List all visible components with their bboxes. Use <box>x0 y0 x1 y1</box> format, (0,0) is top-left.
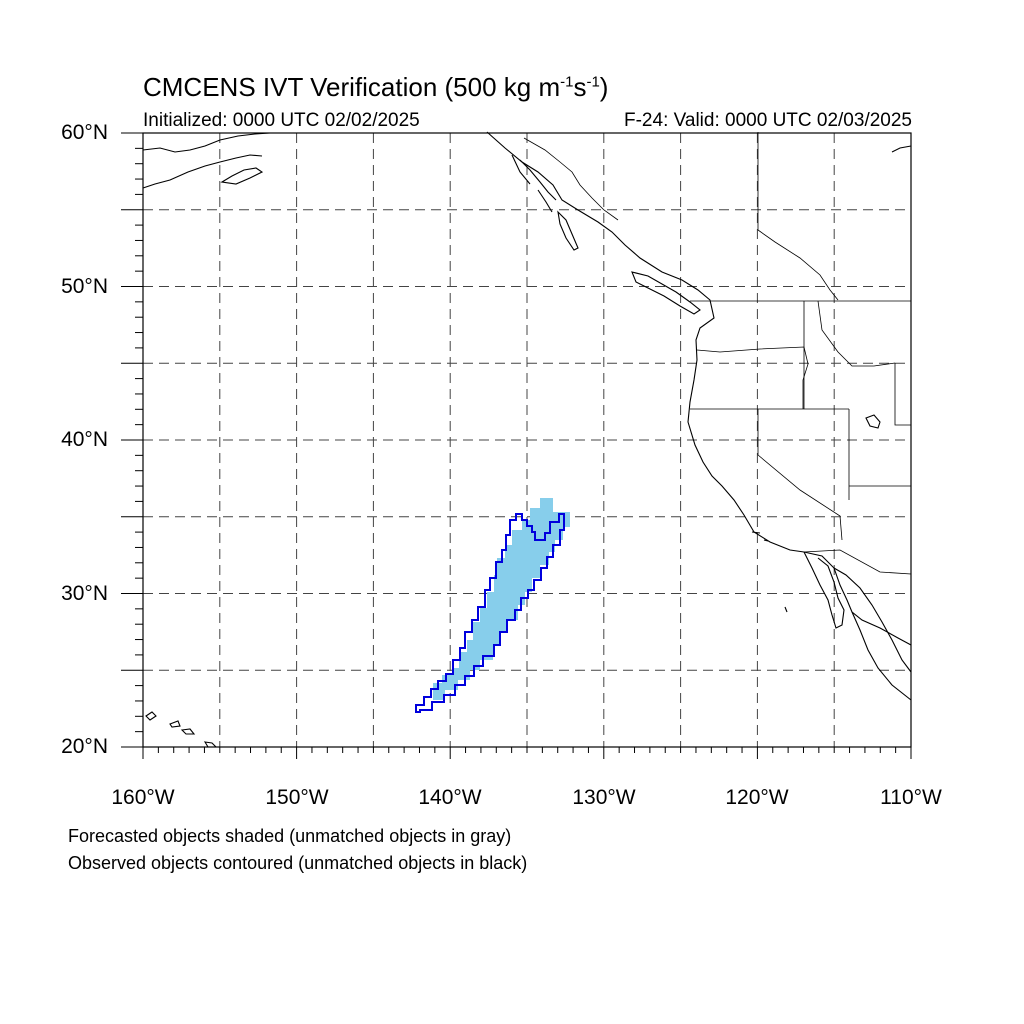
lon-label-150w: 150°W <box>265 786 329 809</box>
observed-object-contour <box>415 513 565 713</box>
lon-label-130w: 130°W <box>572 786 636 809</box>
island-hawaii-2 <box>169 720 181 728</box>
lat-label-30: 30°N <box>61 582 108 605</box>
title-exponent-1: -1 <box>560 73 574 91</box>
coastline-haida-gwaii <box>557 210 579 251</box>
island-hawaii-1 <box>145 711 157 721</box>
coastline-mexico-south <box>851 611 912 701</box>
lon-label-140w: 140°W <box>418 786 482 809</box>
lon-label-160w: 160°W <box>111 786 175 809</box>
lake-great-salt <box>865 414 881 429</box>
coastline-alaska-2 <box>142 154 263 189</box>
chart-title: CMCENS IVT Verification (500 kg m-1s-1) <box>143 72 608 103</box>
initialized-label: Initialized: 0000 UTC 02/02/2025 <box>143 110 420 131</box>
border-nv-ca-diag <box>757 409 843 541</box>
lat-label-50: 50°N <box>61 275 108 298</box>
ivt-objects <box>415 498 570 713</box>
coastline-kodiak <box>220 167 264 185</box>
forecast-object-shaded <box>433 498 570 700</box>
title-end: ) <box>599 72 609 102</box>
axis-ticks <box>121 132 912 759</box>
lat-label-20: 20°N <box>61 735 108 758</box>
valid-label: F-24: Valid: 0000 UTC 02/03/2025 <box>624 110 912 131</box>
border-canada-alaska <box>523 132 839 301</box>
lat-label-40: 40°N <box>61 428 108 451</box>
title-exponent-2: -1 <box>586 73 600 91</box>
coastline-vancouver-island <box>631 271 701 315</box>
caption-forecast: Forecasted objects shaded (unmatched obj… <box>68 826 512 846</box>
coastline-mexico <box>833 567 912 673</box>
caption-observed: Observed objects contoured (unmatched ob… <box>68 853 528 873</box>
title-mid: s <box>573 72 587 102</box>
lat-label-60: 60°N <box>61 121 108 144</box>
coastline-hudson <box>891 145 912 153</box>
border-us-mexico <box>803 549 912 575</box>
coastline-archipelago <box>511 154 557 213</box>
political-borders <box>523 132 912 575</box>
coastlines <box>142 131 912 748</box>
lon-label-120w: 120°W <box>725 786 789 809</box>
island-hawaii-3 <box>180 728 196 735</box>
island-channel <box>751 531 788 613</box>
lon-label-110w: 110°W <box>880 786 942 809</box>
coastline-north-america <box>486 131 912 646</box>
title-main: CMCENS IVT Verification (500 kg m <box>143 72 561 102</box>
coastline-alaska <box>142 132 271 153</box>
border-id-mt <box>803 300 896 409</box>
coastline-baja <box>803 551 845 629</box>
border-az <box>849 363 911 487</box>
island-hawaii-4 <box>203 741 218 748</box>
gridlines <box>143 133 911 747</box>
border-wa-or <box>696 346 809 409</box>
